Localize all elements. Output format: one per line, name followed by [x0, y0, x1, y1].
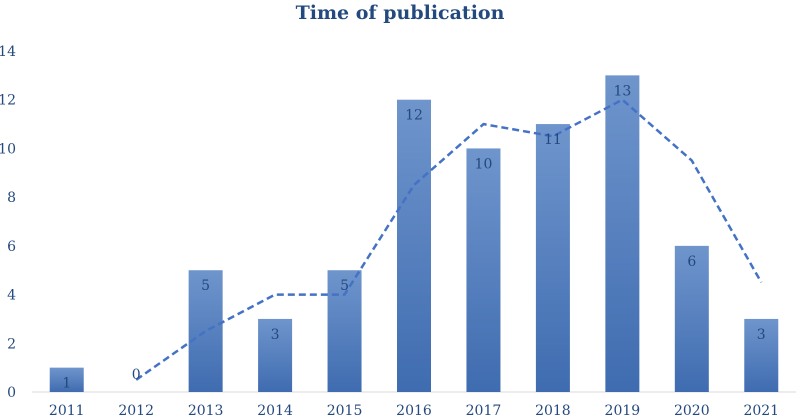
y-tick-label: 0 — [7, 385, 16, 401]
x-tick-label: 2013 — [188, 403, 224, 418]
data-label: 5 — [201, 278, 210, 294]
bar — [674, 245, 709, 392]
x-tick-label: 2012 — [118, 403, 154, 418]
bar — [49, 367, 84, 392]
y-tick-label: 8 — [7, 190, 16, 206]
data-label: 12 — [405, 108, 423, 124]
data-label: 1 — [62, 376, 71, 392]
y-tick-label: 12 — [0, 93, 16, 109]
bar — [327, 270, 362, 392]
bar — [397, 99, 431, 392]
chart-title: Time of publication — [295, 2, 505, 24]
x-tick-label: 2017 — [466, 403, 502, 418]
data-label: 0 — [132, 367, 141, 383]
data-label: 6 — [687, 254, 696, 270]
data-label: 13 — [613, 83, 631, 99]
data-label: 3 — [271, 327, 280, 343]
data-label: 11 — [544, 132, 562, 148]
y-tick-label: 10 — [0, 141, 16, 157]
bar — [605, 75, 640, 392]
bar — [535, 124, 570, 393]
x-tick-label: 2021 — [743, 403, 779, 418]
data-label: 10 — [475, 156, 493, 172]
x-tick-label: 2011 — [49, 403, 85, 418]
bar — [258, 318, 293, 392]
data-label: 5 — [340, 278, 349, 294]
y-tick-label: 6 — [7, 239, 16, 255]
bar — [744, 318, 779, 392]
x-tick-label: 2020 — [674, 403, 710, 418]
bar — [466, 148, 501, 392]
data-label: 3 — [757, 327, 766, 343]
x-tick-label: 2019 — [605, 403, 641, 418]
y-tick-label: 2 — [7, 336, 16, 352]
x-tick-label: 2015 — [327, 403, 363, 418]
x-tick-label: 2018 — [535, 403, 571, 418]
trendline — [135, 98, 763, 381]
x-tick-label: 2016 — [396, 403, 432, 418]
y-tick-label: 4 — [7, 288, 16, 304]
x-tick-label: 2014 — [257, 403, 293, 418]
y-tick-label: 14 — [0, 44, 16, 60]
bar — [188, 270, 223, 392]
